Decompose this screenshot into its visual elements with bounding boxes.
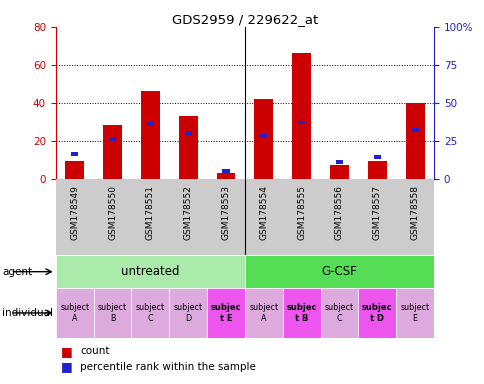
Text: subject
D: subject D [173, 303, 202, 323]
Bar [103, 126, 122, 179]
Bar [147, 122, 153, 126]
Text: subject
A: subject A [60, 303, 89, 323]
Bar [65, 162, 84, 179]
Bar [216, 173, 235, 179]
Bar [330, 165, 348, 179]
Text: GSM178552: GSM178552 [183, 185, 192, 240]
Bar [56, 255, 244, 288]
Bar [109, 137, 116, 141]
Bar [244, 255, 433, 288]
Bar [298, 121, 304, 124]
Text: subject
C: subject C [324, 303, 353, 323]
Text: ■: ■ [60, 345, 72, 358]
Bar [405, 103, 424, 179]
Bar [71, 152, 78, 156]
Text: subjec
t D: subjec t D [361, 303, 392, 323]
Text: subject
B: subject B [98, 303, 127, 323]
Text: agent: agent [2, 266, 32, 277]
Text: GSM178558: GSM178558 [410, 185, 419, 240]
Text: percentile rank within the sample: percentile rank within the sample [80, 362, 256, 372]
Bar [254, 99, 273, 179]
Text: subjec
t E: subjec t E [210, 303, 241, 323]
Text: subject
A: subject A [249, 303, 278, 323]
Bar [411, 128, 418, 132]
Bar [184, 131, 191, 135]
Bar [282, 288, 320, 338]
Text: GSM178556: GSM178556 [334, 185, 343, 240]
Text: subject
E: subject E [400, 303, 429, 323]
Text: ■: ■ [60, 360, 72, 373]
Text: GSM178553: GSM178553 [221, 185, 230, 240]
Bar [140, 91, 159, 179]
Text: GSM178555: GSM178555 [297, 185, 305, 240]
Text: GSM178554: GSM178554 [259, 185, 268, 240]
Text: GSM178557: GSM178557 [372, 185, 381, 240]
Bar [291, 53, 311, 179]
Text: count: count [80, 346, 109, 356]
Bar [358, 288, 395, 338]
Text: GSM178551: GSM178551 [146, 185, 154, 240]
Bar [93, 288, 131, 338]
Bar [395, 288, 433, 338]
Text: untreated: untreated [121, 265, 179, 278]
Bar [260, 134, 267, 138]
Bar [320, 288, 358, 338]
Bar [244, 288, 282, 338]
Bar [56, 288, 93, 338]
Text: GSM178550: GSM178550 [108, 185, 117, 240]
Bar [335, 160, 342, 164]
Text: subjec
t B: subjec t B [286, 303, 317, 323]
Text: subject
C: subject C [136, 303, 165, 323]
Text: individual: individual [2, 308, 53, 318]
Bar [373, 156, 380, 159]
Text: G-CSF: G-CSF [321, 265, 357, 278]
Bar [207, 288, 244, 338]
Bar [169, 288, 207, 338]
Text: GSM178549: GSM178549 [70, 185, 79, 240]
Bar [131, 288, 169, 338]
Bar [222, 169, 229, 173]
Title: GDS2959 / 229622_at: GDS2959 / 229622_at [171, 13, 318, 26]
Bar [178, 116, 197, 179]
Bar [367, 162, 386, 179]
